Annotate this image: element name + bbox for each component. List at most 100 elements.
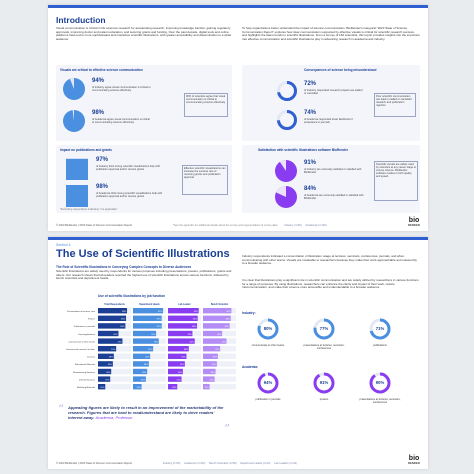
chart-data-label: 20% — [205, 387, 209, 389]
chart-bar — [133, 308, 164, 314]
chart-bar-track — [203, 376, 236, 382]
intro-paragraph-left: Visual communication is critical in life… — [56, 26, 232, 41]
chart-bar — [98, 376, 111, 382]
chart-data-label: 90% — [193, 319, 197, 321]
satisfaction-heading: Satisfaction with scientific illustratio… — [258, 148, 348, 152]
chart-bar — [168, 315, 198, 321]
chart-data-label: 52% — [215, 349, 219, 351]
chart-bar — [133, 338, 159, 344]
chart-bar — [98, 384, 106, 390]
chart-bar — [133, 384, 142, 390]
chart-data-label: 35% — [210, 379, 214, 381]
chart-bar — [133, 346, 154, 352]
chart-data-label: 85% — [121, 319, 125, 321]
intro-paragraph-right: To help organizations better understand … — [242, 26, 420, 41]
stat-ring-value: 91% — [319, 379, 329, 385]
chart-category-label: Internal Sessions — [79, 378, 95, 381]
chart-bar-track — [168, 368, 201, 375]
chart-data-label: 43% — [142, 372, 146, 374]
page-accent-bar — [48, 237, 428, 240]
stat-ring: 77% — [312, 317, 336, 341]
page-title: The Use of Scientific Illustrations — [56, 248, 230, 260]
consequences-industry-text: of Industry responded research projects … — [304, 89, 363, 96]
chart-data-label: 71% — [221, 341, 225, 343]
visuals-summary-note: 96% of scientists agree that visual comm… — [184, 93, 228, 117]
satisfaction-industry-pie — [275, 160, 297, 182]
publications-heading: Impact on publications and grants — [60, 148, 112, 152]
stat-ring: 91% — [312, 371, 336, 395]
job-function-chart-svg: Presentations at lectures, sem Posters Pub… — [66, 303, 236, 390]
chart-bar-track — [203, 368, 236, 375]
chart-category-label: Educational Materials — [75, 363, 95, 366]
chart-data-label: 63% — [184, 349, 188, 351]
chart-bar — [203, 338, 227, 344]
publications-industry-square — [66, 158, 88, 180]
stat-ring-label: posters — [319, 398, 329, 401]
chart-category-label: Presentations at lectures, sem — [67, 310, 95, 313]
chart-bar — [98, 353, 114, 359]
chart-bar — [203, 384, 210, 390]
page-subhead: The Role of Scientific Illustrations in … — [56, 265, 192, 269]
chart-bar-track — [98, 353, 131, 359]
chart-bar — [133, 353, 151, 359]
consequences-heading: Consequences of science being misunderst… — [304, 68, 377, 72]
chart-data-label: 86% — [226, 311, 230, 313]
biorender-logo: bio RENDER — [408, 217, 420, 227]
satisfaction-industry-pct: 91% — [304, 160, 317, 166]
page2-footer-copyright: © 2023 BioRender | 2023 State of Science… — [56, 462, 133, 465]
body-left: Scientific illustrations are widely used… — [56, 269, 232, 281]
quote-attribution: Academia, Professor — [95, 415, 133, 420]
chart-data-label: 26% — [137, 387, 141, 389]
chart-bar — [133, 315, 162, 321]
publications-academia-text: of Academia think strong scientific visu… — [96, 192, 163, 199]
stat-ring-value: 94% — [263, 379, 273, 385]
stat-ring-value: 77% — [319, 325, 329, 331]
chart-bar-track — [98, 361, 131, 367]
chart-category-label: Grant applications — [78, 333, 95, 336]
page1-footer-copyright: © 2023 BioRender | 2023 State of Science… — [56, 224, 133, 227]
stat-ring-label: publications — [373, 344, 387, 347]
visuals-industry-pie — [63, 78, 85, 100]
page1-legend-academia: Academia (n=102) — [305, 224, 327, 227]
chart-category-label: Lectures — [87, 356, 95, 359]
chart-series-header: Lab Leader — [178, 304, 190, 306]
satisfaction-industry-text: of Industry are extremely satisfied or s… — [304, 168, 362, 175]
chart-bar — [168, 384, 178, 390]
stat-ring-label: presentations at lectures, seminars, con… — [359, 398, 401, 405]
academia-rings-label: Academia: — [242, 365, 259, 369]
chart-data-label: 42% — [212, 364, 216, 366]
stat-ring: 71% — [368, 317, 392, 341]
chart-data-label: 62% — [113, 334, 117, 336]
chart-bar — [203, 308, 232, 314]
visuals-industry-text: of Industry agree visual communication i… — [92, 86, 151, 93]
satisfaction-academia-text: of Academia are extremely satisfied or s… — [304, 194, 364, 201]
chart-data-label: 74% — [187, 334, 191, 336]
chart-data-label: 56% — [182, 357, 186, 359]
visuals-academia-pie — [63, 110, 85, 132]
chart-bar-track — [98, 368, 131, 375]
chart-bar — [133, 323, 162, 329]
visuals-panel — [56, 65, 232, 141]
chart-bar — [98, 323, 126, 329]
chart-bar-track — [203, 384, 236, 390]
chart-bar-track — [133, 368, 166, 375]
publications-footnote: *Excluding respondents indicating "not a… — [60, 208, 118, 211]
chart-data-label: 37% — [105, 379, 109, 381]
chart-bar — [203, 323, 230, 329]
publications-industry-pct: 97% — [96, 157, 109, 163]
chart-data-label: 48% — [144, 364, 148, 366]
chart-category-label: Communicate research to other — [66, 348, 95, 351]
chart-bar-track — [168, 376, 201, 382]
chart-data-label: 45% — [108, 364, 112, 366]
chart-data-label: 91% — [158, 311, 162, 313]
page2-legend-0: Industry (n=60) — [162, 462, 181, 465]
body-right-1: Industry respondents indicated a concent… — [242, 254, 417, 266]
publications-summary-note: Effective scientific visualizations can … — [182, 165, 228, 195]
consequences-summary-note: Poor scientific communication can lead t… — [374, 93, 416, 117]
page2-legend-1: Academia (n=102) — [184, 462, 206, 465]
chart-data-label: 93% — [194, 311, 198, 313]
chart-data-label: 40% — [106, 372, 110, 374]
chart-data-label: 88% — [192, 326, 196, 328]
consequences-academia-pct: 74% — [304, 110, 317, 116]
chart-bar — [133, 361, 149, 367]
